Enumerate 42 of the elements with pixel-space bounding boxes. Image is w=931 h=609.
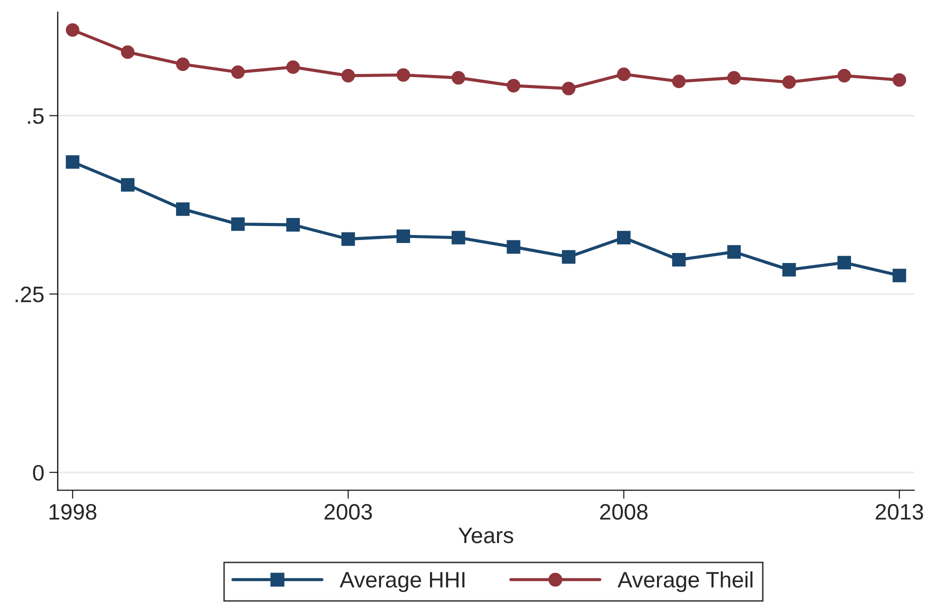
y-tick-label: .25 <box>16 286 44 302</box>
y-tick-label: 0 <box>33 464 44 481</box>
point <box>452 71 466 85</box>
point <box>66 23 80 37</box>
point <box>286 218 300 232</box>
point <box>617 67 631 82</box>
point <box>562 250 576 264</box>
y-tick-label: .5 <box>28 108 44 124</box>
point <box>66 155 80 169</box>
legend-label: Average Theil <box>618 571 752 592</box>
legend-label: Average HHI <box>340 572 464 592</box>
point <box>396 68 410 82</box>
point <box>782 75 796 89</box>
point <box>672 253 686 267</box>
x-tick-label: 2013 <box>876 504 924 520</box>
x-tick-label: 2003 <box>324 504 372 520</box>
point <box>231 65 245 79</box>
point <box>176 58 190 72</box>
point <box>892 73 906 87</box>
point <box>562 82 576 96</box>
point <box>120 178 134 192</box>
point <box>782 262 796 277</box>
point <box>231 217 245 231</box>
point <box>727 245 741 259</box>
point <box>837 68 852 82</box>
point <box>341 68 355 82</box>
point <box>506 78 520 92</box>
x-axis-title: Years <box>458 528 514 544</box>
point <box>396 229 410 243</box>
x-tick-label: 1998 <box>50 504 96 520</box>
point <box>341 232 355 246</box>
x-tick-label: 2008 <box>600 504 648 520</box>
point <box>727 71 741 85</box>
point <box>452 230 466 244</box>
point <box>286 60 300 74</box>
point <box>617 230 631 244</box>
point <box>506 240 520 254</box>
point <box>176 202 190 216</box>
point <box>837 256 852 270</box>
point <box>672 74 686 88</box>
point <box>120 45 134 59</box>
point <box>892 268 906 282</box>
